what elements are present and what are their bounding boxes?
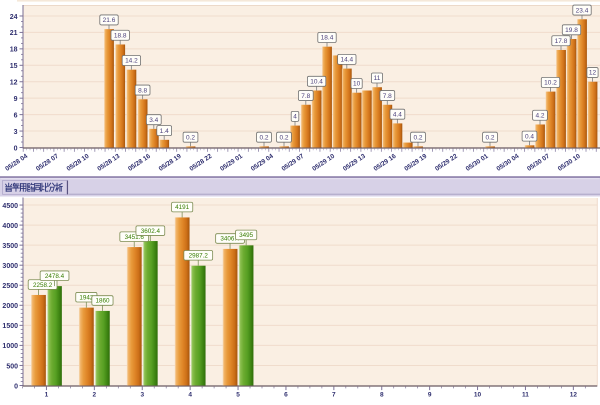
svg-text:0.2: 0.2	[485, 134, 494, 141]
svg-text:9: 9	[428, 392, 432, 399]
svg-text:15: 15	[10, 63, 18, 70]
svg-text:1942: 1942	[79, 294, 94, 301]
svg-text:3.4: 3.4	[149, 117, 158, 124]
svg-text:14.4: 14.4	[340, 57, 353, 64]
svg-text:18.4: 18.4	[321, 35, 334, 42]
svg-text:0.2: 0.2	[413, 134, 422, 141]
svg-text:10: 10	[474, 392, 482, 399]
svg-text:0.2: 0.2	[186, 134, 195, 141]
svg-text:10.2: 10.2	[544, 80, 557, 87]
svg-text:0.4: 0.4	[525, 133, 534, 140]
svg-text:500: 500	[6, 363, 18, 370]
svg-text:4.2: 4.2	[535, 112, 544, 119]
svg-text:7.8: 7.8	[383, 93, 392, 100]
svg-text:1: 1	[45, 392, 49, 399]
svg-text:4: 4	[293, 114, 297, 121]
svg-text:2: 2	[93, 392, 97, 399]
svg-text:6: 6	[284, 392, 288, 399]
svg-text:5: 5	[236, 392, 240, 399]
svg-text:3406.4: 3406.4	[220, 236, 240, 243]
svg-text:2000: 2000	[2, 303, 18, 310]
svg-text:4000: 4000	[2, 223, 18, 230]
svg-text:18: 18	[10, 47, 18, 54]
svg-text:0: 0	[14, 383, 18, 390]
svg-text:4500: 4500	[2, 203, 18, 210]
svg-text:8.8: 8.8	[138, 87, 147, 94]
svg-text:1500: 1500	[2, 323, 18, 330]
svg-text:3: 3	[140, 392, 144, 399]
svg-text:4.4: 4.4	[393, 111, 402, 118]
svg-text:17.8: 17.8	[555, 38, 568, 45]
svg-text:24: 24	[10, 14, 18, 21]
svg-text:12: 12	[570, 392, 578, 399]
svg-text:11: 11	[522, 392, 529, 399]
svg-text:0.2: 0.2	[259, 134, 268, 141]
svg-text:4191: 4191	[175, 204, 190, 211]
svg-text:21: 21	[10, 30, 18, 37]
svg-text:7: 7	[332, 392, 336, 399]
svg-text:1.4: 1.4	[160, 128, 169, 135]
svg-text:1860: 1860	[95, 298, 110, 305]
svg-text:2478.4: 2478.4	[45, 273, 65, 280]
svg-text:10: 10	[353, 81, 361, 88]
svg-text:0: 0	[14, 145, 18, 152]
svg-text:4: 4	[188, 392, 192, 399]
svg-text:3: 3	[14, 129, 18, 136]
svg-text:10.4: 10.4	[310, 79, 323, 86]
svg-text:3500: 3500	[2, 243, 18, 250]
svg-text:3602.4: 3602.4	[141, 228, 161, 235]
svg-text:12: 12	[589, 70, 597, 77]
svg-text:23.4: 23.4	[576, 7, 589, 14]
svg-text:21.6: 21.6	[103, 17, 116, 24]
svg-text:3451.6: 3451.6	[125, 234, 145, 241]
svg-text:11: 11	[374, 75, 381, 82]
svg-text:3495: 3495	[239, 232, 254, 239]
svg-text:2500: 2500	[2, 283, 18, 290]
svg-text:7.8: 7.8	[301, 93, 310, 100]
svg-text:2987.2: 2987.2	[189, 253, 209, 260]
svg-text:6: 6	[14, 112, 18, 119]
svg-text:2258.2: 2258.2	[33, 282, 53, 289]
svg-text:1000: 1000	[2, 343, 18, 350]
svg-text:12: 12	[10, 80, 18, 87]
svg-text:0.2: 0.2	[279, 134, 288, 141]
svg-text:3000: 3000	[2, 263, 18, 270]
svg-text:8: 8	[380, 392, 384, 399]
svg-text:9: 9	[14, 96, 18, 103]
svg-text:19.8: 19.8	[565, 27, 578, 34]
svg-text:18.8: 18.8	[114, 32, 127, 39]
svg-text:14.2: 14.2	[125, 58, 138, 65]
